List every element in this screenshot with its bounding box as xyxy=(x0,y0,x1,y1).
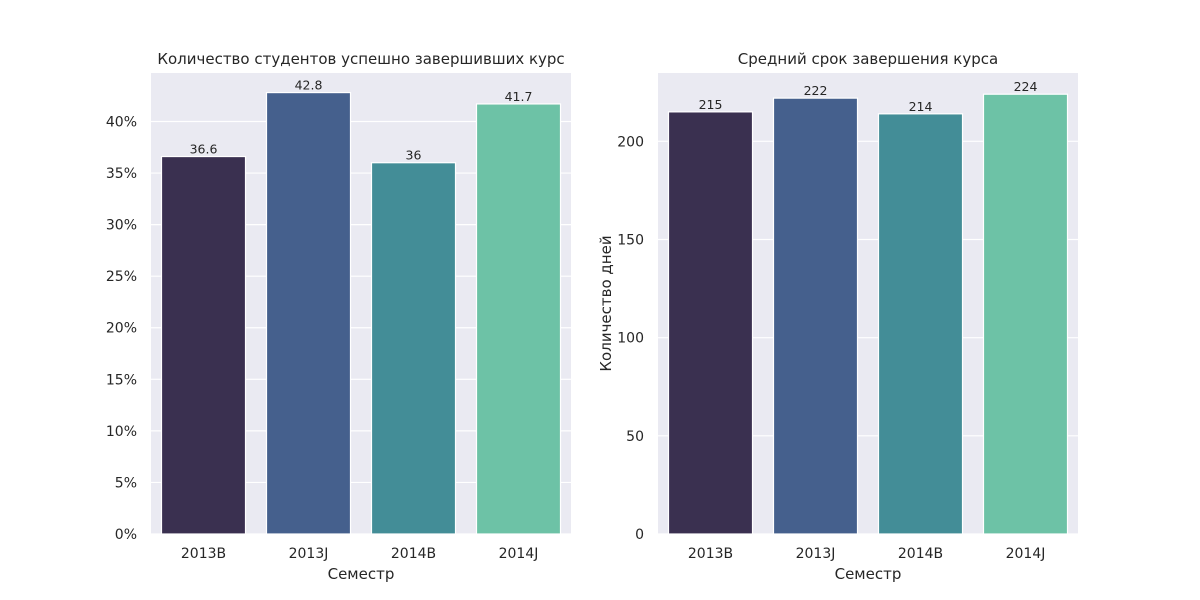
y-tick-label: 10% xyxy=(106,424,137,440)
bar-value-label: 215 xyxy=(699,97,723,112)
y-tick-label: 20% xyxy=(106,321,137,337)
y-tick-label: 150 xyxy=(617,232,644,248)
bar-value-label: 36.6 xyxy=(190,142,218,157)
x-tick-label: 2014J xyxy=(499,546,539,562)
y-tick-label: 35% xyxy=(106,166,137,182)
bar-value-label: 41.7 xyxy=(505,89,533,104)
chart-title: Средний срок завершения курса xyxy=(738,50,998,68)
bar-value-label: 224 xyxy=(1014,79,1038,94)
x-axis-label: Семестр xyxy=(328,565,395,583)
chart-title: Количество студентов успешно завершивших… xyxy=(157,50,564,68)
bar-2013b xyxy=(160,155,247,535)
bar-2014j xyxy=(475,103,562,535)
y-tick-label: 25% xyxy=(106,269,137,285)
y-tick-label: 30% xyxy=(106,218,137,234)
y-tick-label: 0% xyxy=(115,527,137,543)
bar-2014b xyxy=(877,113,964,535)
bar-value-label: 214 xyxy=(909,99,933,114)
y-axis-label: Количество дней xyxy=(597,235,615,371)
x-tick-label: 2013B xyxy=(181,546,226,562)
x-axis-label: Семестр xyxy=(835,565,902,583)
y-tick-label: 40% xyxy=(106,114,137,130)
bar-2013j xyxy=(772,97,859,535)
y-tick-label: 0 xyxy=(635,527,644,543)
bar-2014j xyxy=(982,93,1069,535)
y-tick-label: 200 xyxy=(617,134,644,150)
y-tick-label: 50 xyxy=(626,429,644,445)
x-tick-label: 2014B xyxy=(898,546,943,562)
y-tick-label: 15% xyxy=(106,372,137,388)
y-tick-label: 100 xyxy=(617,331,644,347)
x-tick-label: 2013B xyxy=(688,546,733,562)
bar-2013b xyxy=(667,111,754,535)
bar-2014b xyxy=(370,162,457,535)
bar-value-label: 36 xyxy=(406,148,422,163)
bar-2013j xyxy=(265,91,352,535)
completion-time-chart: 0 50 100 150 200 215 2013B 222 2013J 214 2014B 224 2… xyxy=(597,50,1078,583)
y-tick-label: 5% xyxy=(115,475,137,491)
x-tick-label: 2014J xyxy=(1006,546,1046,562)
completion-rate-chart: 0% 5% 10% 15% 20% 25% 30% 35% 40% 36.6 2013B 42.8 20… xyxy=(106,50,571,583)
bar-value-label: 222 xyxy=(804,83,828,98)
x-tick-label: 2013J xyxy=(289,546,329,562)
bar-value-label: 42.8 xyxy=(295,78,323,93)
x-tick-label: 2013J xyxy=(796,546,836,562)
x-tick-label: 2014B xyxy=(391,546,436,562)
